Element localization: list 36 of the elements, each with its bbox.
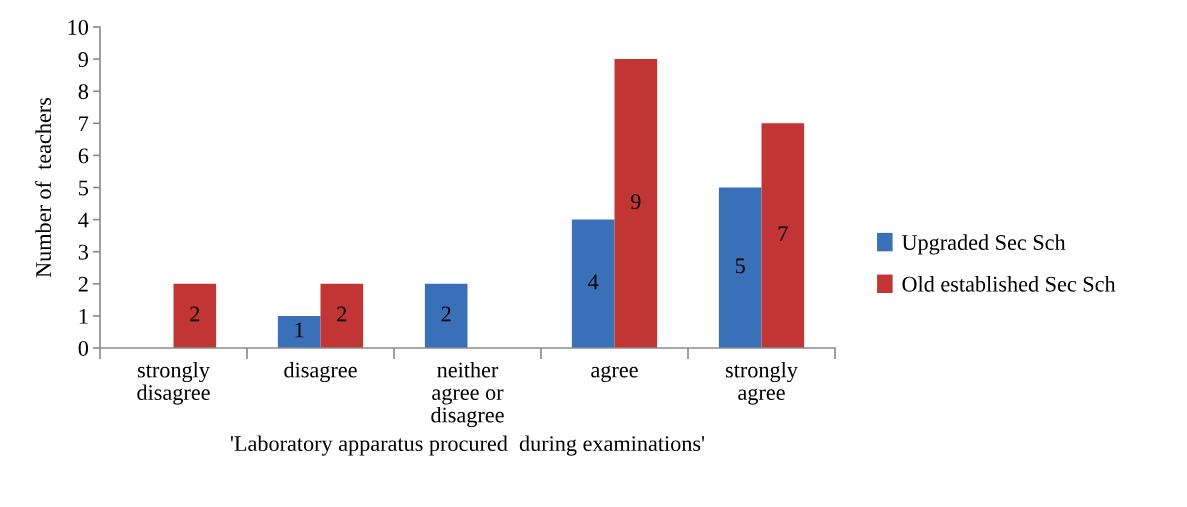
x-tick-label: disagree [284,361,357,383]
data-label: 2 [441,306,451,322]
y-axis-title: Number of teachers [35,97,52,278]
y-tick-label: 4 [78,212,89,228]
x-axis-title: 'Laboratory apparatus procured during examinations' [230,435,705,456]
y-tick-label: 0 [78,340,89,356]
bar [761,123,805,348]
y-tick-label: 8 [78,84,89,100]
y-tick-label: 3 [78,244,89,260]
x-tick-label: neither agree or disagree [431,361,504,428]
data-label: 1 [295,322,304,338]
bar [320,283,364,348]
bar [718,187,762,348]
data-label: 7 [778,226,788,241]
data-label: 4 [588,274,599,290]
y-tick-label: 2 [78,276,88,292]
y-tick-label: 7 [79,116,89,132]
data-label: 2 [337,306,347,322]
y-tick-label: 1 [79,308,88,324]
bar [571,219,615,348]
x-tick-label: strongly disagree [137,361,210,405]
legend-label: Old established Sec Sch [902,276,1116,292]
y-tick-label: 6 [78,148,89,164]
bar [173,283,217,348]
data-label: 5 [735,258,745,274]
bar [424,283,468,348]
x-tick-label: strongly agree [725,361,798,405]
bar [614,59,658,348]
x-tick-label: agree [591,365,638,383]
data-label: 9 [630,194,641,210]
bar [277,315,321,348]
y-tick-label: 10 [68,19,89,35]
data-label: 2 [190,306,200,322]
y-tick-label: 5 [79,180,89,196]
y-tick-label: 9 [78,52,88,68]
legend-label: Upgraded Sec Sch [901,234,1066,255]
